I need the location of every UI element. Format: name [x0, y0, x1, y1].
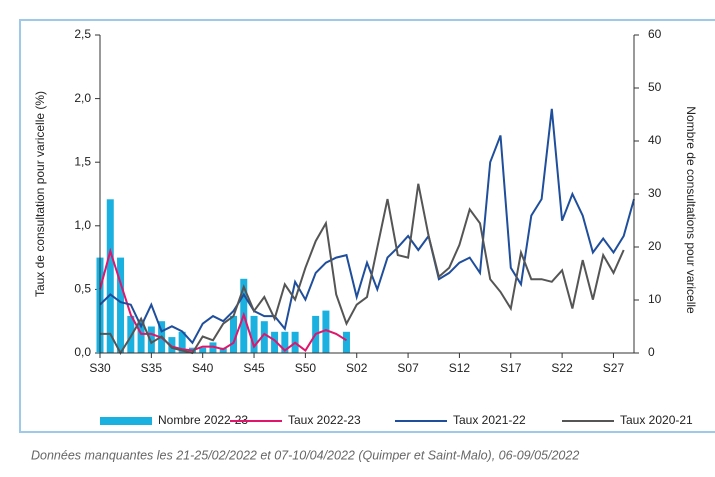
bar: [147, 326, 155, 353]
line: [100, 183, 625, 355]
bar: [168, 337, 176, 353]
x-tick-label: S40: [192, 361, 214, 375]
y2-tick-label: 30: [648, 186, 662, 200]
frame: [19, 19, 715, 433]
bar: [117, 257, 125, 353]
x-tick-label: S45: [243, 361, 265, 375]
footnote: Données manquantes les 21-25/02/2022 et …: [31, 448, 579, 462]
y-tick-label: 1,5: [74, 154, 91, 168]
y2-axis-title: Nombre de consultations pour varicelle: [684, 106, 698, 314]
legend-label: Nombre 2022-23: [158, 413, 248, 427]
bar: [230, 315, 237, 353]
x-tick-label: S22: [551, 361, 573, 375]
x-tick-label: S02: [346, 361, 368, 375]
bar: [127, 315, 135, 353]
x-tick-label: S07: [397, 361, 419, 375]
y2-tick-label: 50: [648, 80, 662, 94]
bar: [281, 331, 289, 353]
bar: [342, 331, 350, 353]
bar: [199, 347, 207, 353]
bar: [260, 321, 268, 353]
x-tick-label: S50: [295, 361, 317, 375]
y2-tick-label: 0: [648, 345, 655, 359]
bar: [271, 331, 279, 353]
bar: [209, 342, 217, 353]
y2-tick-label: 10: [648, 292, 662, 306]
bar: [322, 310, 330, 353]
x-tick-label: S27: [603, 361, 625, 375]
legend-swatch: [100, 417, 152, 425]
y-tick-label: 2,0: [74, 91, 91, 105]
y-tick-label: 1,0: [74, 218, 91, 232]
bar: [219, 347, 227, 353]
bar: [250, 315, 258, 353]
bar: [137, 321, 145, 353]
y2-tick-label: 20: [648, 239, 662, 253]
line: [99, 247, 348, 352]
x-tick-label: S35: [141, 361, 163, 375]
x-tick-label: S12: [449, 361, 471, 375]
y-axis-title: Taux de consultation pour varicelle (%): [33, 91, 47, 297]
y-tick-label: 0,5: [74, 282, 91, 296]
bar: [178, 331, 186, 353]
legend-label: Taux 2021-22: [453, 413, 526, 427]
y2-tick-label: 40: [648, 133, 662, 147]
x-tick-label: S30: [89, 361, 111, 375]
legend-label: Taux 2022-23: [288, 413, 361, 427]
x-tick-label: S17: [500, 361, 522, 375]
bar: [106, 199, 114, 353]
legend-label: Taux 2020-21: [620, 413, 693, 427]
y2-tick-label: 60: [648, 27, 662, 41]
y-tick-label: 2,5: [74, 27, 91, 41]
y-tick-label: 0,0: [74, 345, 91, 359]
line: [99, 108, 635, 345]
